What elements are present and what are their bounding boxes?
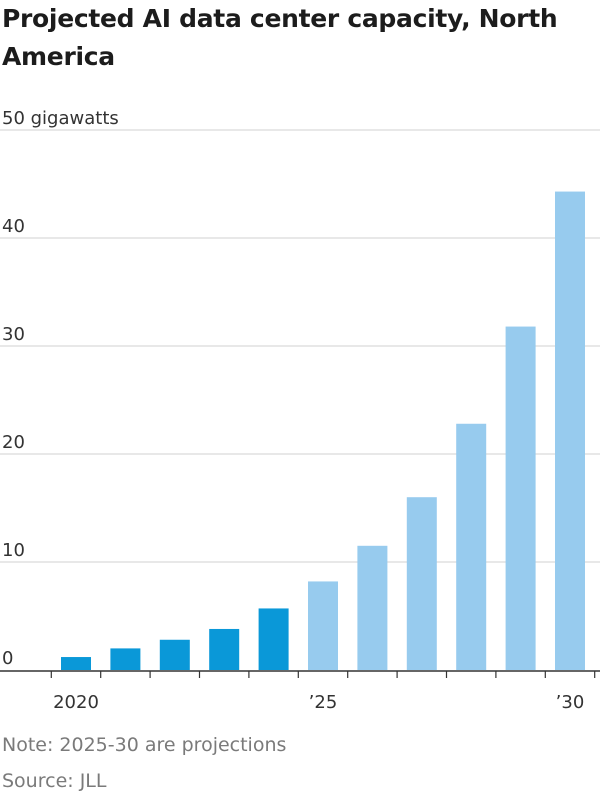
bar-2021 [110, 648, 141, 670]
bar-2030 [555, 191, 585, 670]
x-tick-label: ’25 [309, 692, 338, 713]
y-tick-label: 40 [2, 216, 25, 237]
y-tick-label: 20 [2, 432, 25, 453]
source-note: Source: JLL [2, 770, 107, 792]
y-tick-label: 0 [2, 648, 13, 669]
bars [61, 191, 585, 670]
bar-2027 [406, 497, 437, 670]
bar-chart: 0 10 20 30 40 50 gigawatts 2020 ’25 ’30 [0, 108, 600, 713]
x-axis [0, 670, 600, 678]
y-tick-label: 50 gigawatts [2, 108, 119, 129]
chart-title: Projected AI data center capacity, North… [2, 4, 558, 71]
bar-2028 [456, 423, 487, 670]
bar-2025 [308, 581, 338, 670]
bar-2022 [159, 639, 190, 670]
bar-2023 [209, 628, 240, 670]
tick-labels: 0 10 20 30 40 50 gigawatts 2020 ’25 ’30 [2, 108, 584, 713]
x-tick-label: ’30 [556, 692, 585, 713]
bar-2029 [505, 326, 536, 670]
projection-note: Note: 2025-30 are projections [2, 734, 287, 756]
y-tick-label: 10 [2, 540, 25, 561]
y-tick-label: 30 [2, 324, 25, 345]
bar-2026 [357, 545, 388, 670]
bar-2024 [258, 608, 289, 670]
bar-2020 [61, 657, 91, 670]
x-tick-label: 2020 [53, 692, 99, 713]
gridlines [0, 129, 600, 563]
